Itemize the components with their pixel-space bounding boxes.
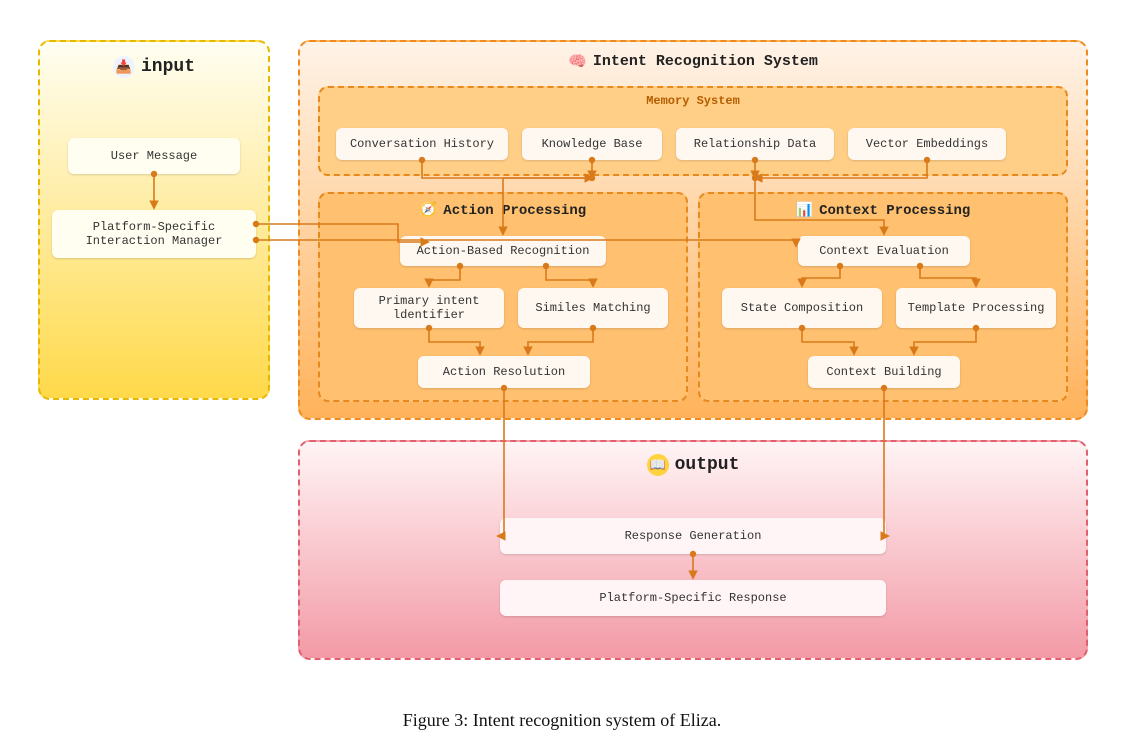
diagram-canvas: 📥 input 🧠 Intent Recognition System Memo… (20, 20, 1104, 700)
node-action-resolution: Action Resolution (418, 356, 590, 388)
node-label: Vector Embeddings (866, 137, 988, 151)
brain-icon: 🧠 (568, 52, 587, 71)
node-label: Context Evaluation (819, 244, 949, 258)
node-action-recognition: Action-Based Recognition (400, 236, 606, 266)
node-user-message: User Message (68, 138, 240, 174)
panel-output-title: 📖 output (300, 454, 1086, 476)
node-label: Knowledge Base (542, 137, 643, 151)
node-label: Platform-Specific Interaction Manager (86, 220, 223, 248)
node-label: Context Building (826, 365, 941, 379)
panel-action-title: 🧭 Action Processing (320, 202, 686, 219)
node-label: Similes Matching (535, 301, 650, 315)
compass-icon: 🧭 (420, 202, 437, 219)
node-context-eval: Context Evaluation (798, 236, 970, 266)
node-label: Action-Based Recognition (417, 244, 590, 258)
node-context-building: Context Building (808, 356, 960, 388)
panel-irs-title: 🧠 Intent Recognition System (300, 52, 1086, 71)
node-label: Relationship Data (694, 137, 816, 151)
node-label: User Message (111, 149, 197, 163)
output-icon: 📖 (647, 454, 669, 476)
node-label: Primary intent ldentifier (379, 294, 480, 322)
node-response-gen: Response Generation (500, 518, 886, 554)
node-label: Template Processing (908, 301, 1045, 315)
figure-caption: Figure 3: Intent recognition system of E… (20, 710, 1104, 731)
panel-input-title: 📥 input (40, 56, 268, 78)
node-label: Conversation History (350, 137, 494, 151)
panel-context-title: 📊 Context Processing (700, 202, 1066, 219)
node-label: State Composition (741, 301, 863, 315)
node-conv-history: Conversation History (336, 128, 508, 160)
input-icon: 📥 (113, 56, 135, 78)
node-knowledge-base: Knowledge Base (522, 128, 662, 160)
panel-context-title-text: Context Processing (819, 203, 970, 219)
node-relationship: Relationship Data (676, 128, 834, 160)
node-label: Response Generation (625, 529, 762, 543)
node-vector-emb: Vector Embeddings (848, 128, 1006, 160)
node-state-comp: State Composition (722, 288, 882, 328)
panel-memory-title: Memory System (320, 94, 1066, 108)
panel-output-title-text: output (675, 455, 740, 475)
node-platform-response: Platform-Specific Response (500, 580, 886, 616)
node-label: Platform-Specific Response (599, 591, 786, 605)
node-similes: Similes Matching (518, 288, 668, 328)
panel-action-title-text: Action Processing (443, 203, 586, 219)
node-label: Action Resolution (443, 365, 565, 379)
chart-icon: 📊 (796, 202, 813, 219)
panel-irs-title-text: Intent Recognition System (593, 53, 818, 70)
panel-input-title-text: input (141, 57, 195, 77)
node-primary-intent: Primary intent ldentifier (354, 288, 504, 328)
node-template-proc: Template Processing (896, 288, 1056, 328)
node-interaction-manager: Platform-Specific Interaction Manager (52, 210, 256, 258)
